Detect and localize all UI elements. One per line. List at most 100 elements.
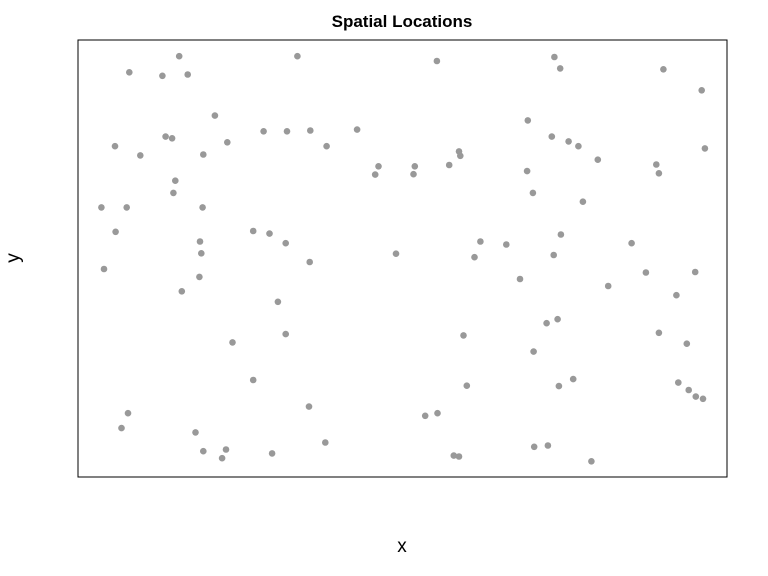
data-point-72 [460, 332, 467, 339]
data-point-97 [450, 452, 458, 459]
data-point-58 [471, 253, 478, 261]
data-point-20 [224, 139, 231, 146]
data-point-56 [550, 251, 557, 259]
data-point-15 [260, 128, 267, 135]
data-point-18 [162, 133, 169, 140]
data-point-77 [249, 376, 257, 384]
data-point-73 [655, 329, 663, 337]
x-axis-label: x [397, 536, 407, 557]
data-point-16 [307, 127, 314, 134]
data-point-93 [544, 442, 552, 449]
data-point-98 [455, 453, 463, 460]
data-point-21 [565, 138, 572, 145]
data-point-22 [111, 142, 119, 150]
data-point-83 [692, 393, 700, 400]
plot-frame [77, 39, 728, 478]
data-point-65 [604, 282, 612, 290]
data-point-99 [218, 454, 226, 462]
data-point-60 [100, 265, 108, 273]
data-point-71 [282, 330, 290, 338]
data-point-25 [200, 151, 207, 158]
data-point-29 [594, 156, 602, 163]
data-point-84 [699, 395, 707, 403]
data-point-59 [306, 258, 314, 266]
data-point-94 [200, 447, 207, 455]
data-point-61 [642, 269, 650, 276]
data-point-53 [503, 241, 510, 248]
data-point-68 [274, 298, 282, 306]
data-point-76 [530, 348, 537, 355]
data-point-43 [98, 204, 105, 211]
data-point-92 [530, 443, 538, 451]
data-point-38 [655, 170, 663, 177]
data-point-7 [126, 69, 133, 76]
data-point-91 [322, 439, 329, 446]
data-point-11 [211, 112, 219, 119]
data-point-63 [196, 273, 203, 281]
data-point-26 [137, 152, 144, 159]
data-point-2 [294, 52, 301, 60]
data-point-50 [196, 238, 204, 245]
data-point-42 [579, 198, 587, 205]
data-point-46 [112, 228, 119, 236]
data-point-33 [375, 163, 382, 170]
data-point-75 [683, 340, 691, 348]
data-point-64 [516, 275, 524, 283]
data-point-67 [673, 291, 680, 299]
data-point-79 [463, 382, 471, 390]
data-point-8 [159, 72, 166, 80]
data-point-34 [411, 163, 419, 170]
data-point-40 [170, 189, 177, 197]
data-point-12 [524, 117, 532, 124]
data-point-4 [433, 57, 441, 65]
data-point-66 [178, 288, 186, 295]
data-point-36 [371, 171, 379, 178]
data-point-6 [660, 66, 667, 73]
data-point-13 [353, 126, 361, 133]
data-point-55 [392, 250, 400, 257]
data-point-81 [675, 379, 682, 386]
data-point-100 [588, 458, 595, 465]
data-point-5 [556, 65, 564, 72]
data-point-44 [123, 204, 130, 211]
data-point-3 [551, 53, 558, 61]
data-point-10 [698, 87, 705, 94]
data-point-87 [421, 412, 429, 420]
data-point-37 [410, 170, 417, 178]
data-point-51 [282, 239, 290, 247]
data-point-70 [554, 315, 561, 323]
data-point-69 [543, 319, 550, 327]
data-points [98, 52, 709, 465]
data-point-24 [575, 142, 582, 150]
data-point-32 [653, 161, 660, 168]
data-point-19 [548, 133, 556, 140]
data-point-49 [557, 231, 565, 238]
data-point-14 [283, 128, 291, 135]
data-point-23 [323, 142, 330, 150]
data-point-62 [691, 268, 699, 276]
data-point-86 [434, 409, 441, 417]
data-point-57 [198, 250, 205, 257]
data-point-78 [569, 375, 577, 383]
data-point-96 [268, 450, 276, 457]
data-point-39 [172, 177, 179, 184]
data-point-17 [168, 135, 176, 142]
data-point-31 [445, 161, 453, 169]
data-point-90 [192, 429, 199, 436]
data-point-74 [229, 339, 236, 346]
data-point-89 [118, 424, 125, 432]
data-point-1 [175, 52, 183, 60]
data-point-35 [523, 167, 531, 175]
data-point-52 [477, 238, 484, 245]
data-point-88 [124, 409, 132, 417]
data-point-28 [457, 152, 464, 160]
data-point-30 [701, 145, 709, 152]
data-point-80 [555, 382, 563, 390]
data-point-82 [685, 386, 692, 394]
data-point-85 [305, 403, 313, 410]
data-point-48 [266, 230, 273, 237]
data-point-54 [628, 239, 635, 247]
data-point-41 [529, 189, 537, 197]
chart-title: Spatial Locations [332, 12, 473, 31]
